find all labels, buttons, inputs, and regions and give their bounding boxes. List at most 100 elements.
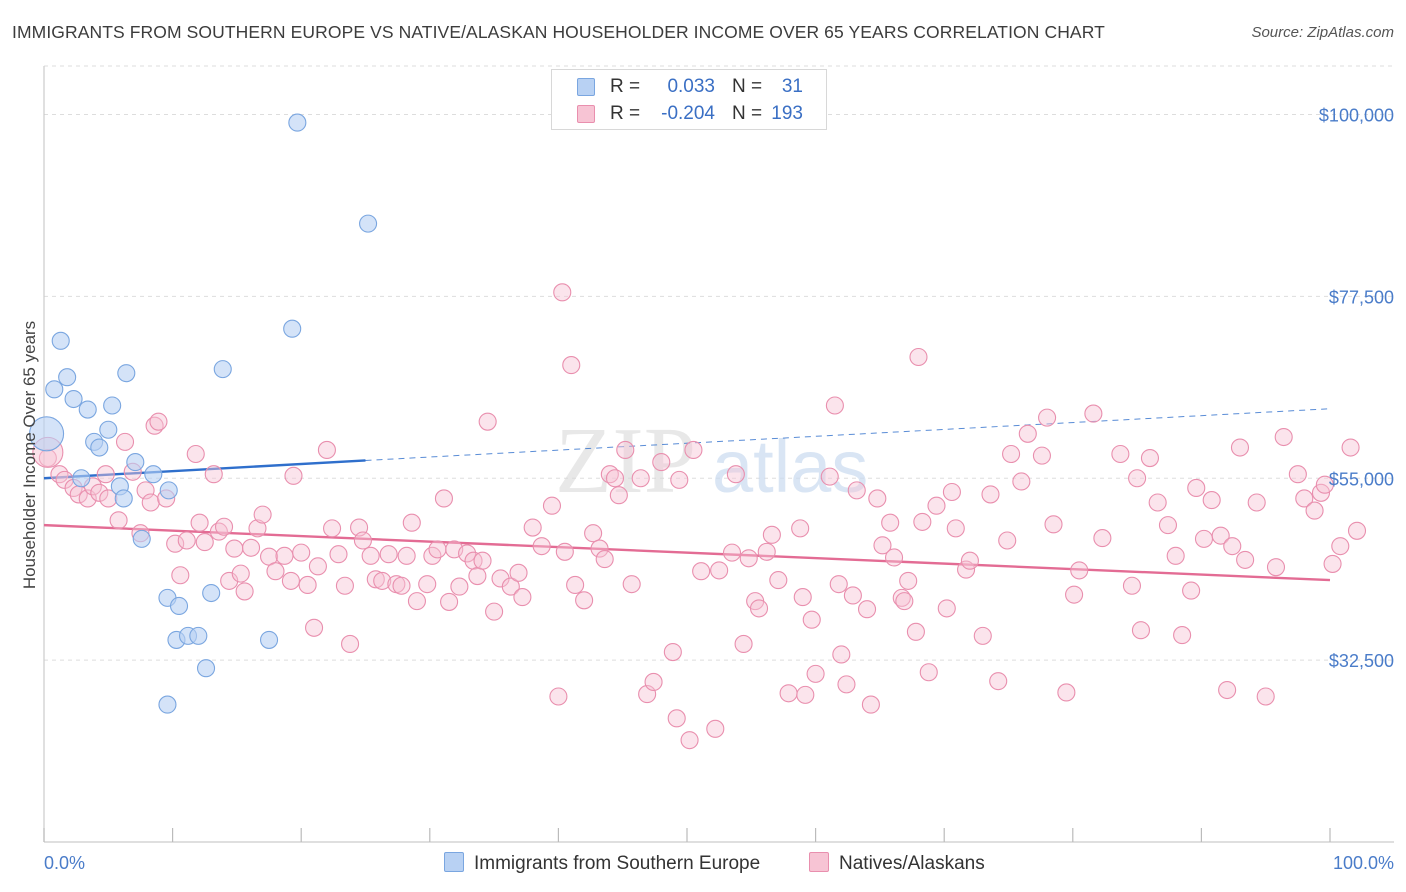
natives-point — [837, 675, 856, 694]
natives-point — [667, 709, 686, 728]
natives-point — [1032, 446, 1051, 465]
natives-point — [566, 575, 585, 595]
natives-point — [1131, 621, 1151, 640]
immigrants-point — [158, 695, 177, 714]
natives-point — [292, 543, 311, 562]
natives-point — [418, 575, 437, 594]
x-tick-label-min: 0.0% — [44, 853, 85, 873]
natives-point — [501, 577, 520, 596]
immigrants-point — [51, 331, 70, 350]
natives-point — [1065, 585, 1084, 604]
natives-point — [553, 283, 572, 302]
natives-point — [1140, 448, 1160, 468]
natives-point — [1211, 526, 1230, 545]
natives-point — [692, 562, 711, 581]
natives-point — [919, 663, 938, 682]
immigrants-point — [90, 438, 109, 457]
immigrants-point — [189, 626, 208, 645]
natives-point — [769, 571, 788, 590]
natives-point — [1218, 680, 1237, 700]
natives-point — [407, 592, 426, 611]
natives-point — [670, 470, 689, 489]
y-tick-label: $32,500 — [1329, 651, 1394, 671]
natives-point — [832, 645, 851, 664]
natives-point — [562, 356, 581, 375]
natives-point — [253, 505, 272, 524]
natives-point — [373, 571, 392, 590]
natives-point — [209, 522, 228, 541]
trend-line-natives — [43, 523, 1331, 582]
correlation-legend: R = 0.033 N = 31 R = -0.204 N = 193 — [551, 69, 827, 130]
legend-r-value: -0.204 — [661, 103, 715, 124]
natives-point — [220, 571, 239, 590]
immigrants-point — [359, 214, 378, 233]
legend-r-label: R = — [610, 103, 641, 124]
natives-point — [1122, 576, 1142, 595]
natives-point — [1274, 427, 1293, 447]
natives-point — [973, 626, 992, 645]
natives-point — [762, 525, 781, 544]
natives-point — [485, 602, 504, 621]
natives-point — [149, 412, 168, 431]
natives-point — [329, 545, 348, 564]
natives-point — [1182, 581, 1201, 600]
legend-n-value: 193 — [771, 103, 803, 124]
natives-point — [308, 557, 327, 576]
y-axis-title: Householder Income Over 65 years — [20, 321, 39, 589]
natives-point — [1347, 521, 1367, 540]
bottom-legend-swatch-pink — [809, 852, 829, 872]
natives-point — [361, 546, 380, 565]
immigrants-point — [58, 368, 77, 387]
natives-point — [892, 588, 911, 607]
natives-point — [1158, 516, 1178, 535]
natives-point — [341, 634, 360, 654]
natives-point — [1111, 444, 1130, 464]
natives-point — [317, 440, 336, 460]
natives-point — [109, 511, 128, 530]
natives-point — [884, 548, 904, 567]
natives-point — [323, 519, 342, 538]
natives-point — [281, 571, 300, 590]
natives-point — [631, 469, 650, 488]
trend-line-immigrants-extension — [365, 408, 1331, 461]
natives-point — [379, 545, 398, 564]
natives-point — [402, 513, 421, 532]
natives-point — [1331, 537, 1350, 556]
natives-point — [532, 537, 551, 556]
natives-point — [1223, 537, 1242, 556]
natives-point — [235, 582, 254, 601]
y-tick-label: $100,000 — [1319, 106, 1394, 126]
natives-point — [190, 513, 209, 532]
series-immigrants-points — [29, 113, 378, 714]
natives-point — [305, 618, 324, 637]
natives-point — [523, 518, 542, 537]
natives-point — [136, 481, 155, 500]
natives-point — [1044, 515, 1063, 534]
natives-point — [458, 544, 477, 563]
natives-point — [609, 486, 628, 505]
immigrants-point — [78, 400, 97, 419]
natives-point — [1002, 444, 1021, 464]
natives-point — [957, 560, 976, 579]
natives-point — [214, 517, 234, 536]
natives-point — [115, 432, 135, 451]
natives-point — [1236, 550, 1255, 569]
natives-point — [1256, 687, 1275, 706]
bottom-legend-label: Immigrants from Southern Europe — [474, 853, 761, 874]
natives-point — [749, 599, 769, 618]
natives-point — [1084, 404, 1103, 423]
natives-point — [1194, 529, 1214, 548]
immigrants-point — [283, 319, 302, 338]
natives-point — [644, 672, 663, 692]
natives-point — [231, 564, 250, 583]
bottom-legend-label: Natives/Alaskans — [839, 853, 985, 874]
natives-point — [937, 599, 956, 618]
natives-point — [509, 563, 528, 582]
natives-point — [513, 588, 532, 607]
immigrants-point — [288, 113, 307, 132]
natives-point — [734, 634, 753, 654]
legend-r-label: R = — [610, 76, 641, 97]
legend-row-immigrants: R = 0.033 N = 31 — [552, 74, 826, 100]
immigrants-point — [213, 360, 232, 379]
natives-point — [397, 546, 416, 565]
